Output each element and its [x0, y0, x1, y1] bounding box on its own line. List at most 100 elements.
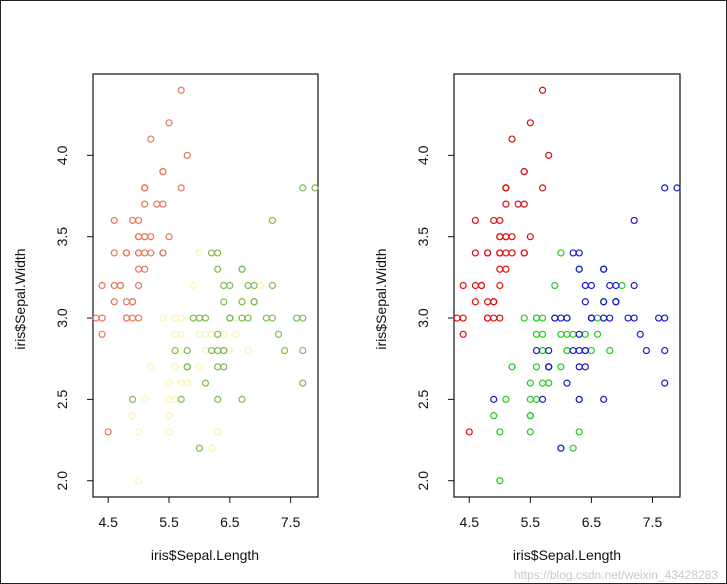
data-point	[630, 281, 638, 290]
data-point	[490, 314, 498, 322]
data-point	[496, 249, 504, 257]
data-point	[532, 346, 541, 355]
data-point	[238, 265, 246, 273]
data-point	[98, 314, 106, 322]
y-tick-label: 2.5	[415, 389, 431, 409]
data-point	[195, 444, 204, 452]
data-point	[165, 395, 173, 403]
data-point	[630, 216, 638, 225]
data-point	[104, 428, 112, 436]
data-point	[661, 379, 669, 387]
data-point	[514, 200, 522, 208]
data-point	[122, 249, 131, 257]
data-point	[563, 346, 571, 355]
data-point	[532, 314, 541, 322]
data-point	[551, 314, 559, 322]
data-point	[520, 314, 528, 322]
data-point	[238, 314, 246, 322]
data-point	[195, 249, 204, 257]
data-point	[508, 135, 516, 143]
data-point	[508, 363, 516, 371]
data-point	[207, 444, 216, 452]
data-point	[299, 314, 307, 322]
data-point	[244, 346, 252, 355]
data-point	[141, 200, 149, 208]
y-tick-label: 2.0	[415, 471, 431, 491]
data-point	[538, 379, 547, 387]
x-tick-label: 6.5	[582, 514, 602, 530]
data-point	[496, 233, 504, 241]
data-point	[520, 168, 528, 176]
y-axis-label: iris$Sepal.Width	[12, 248, 28, 349]
data-point	[116, 281, 124, 290]
data-point	[471, 281, 479, 290]
data-point	[502, 395, 510, 403]
data-point	[214, 428, 222, 436]
data-point	[171, 330, 179, 338]
data-point	[508, 233, 516, 241]
data-point	[538, 86, 547, 94]
y-tick-label: 4.0	[415, 145, 431, 165]
data-point	[587, 314, 596, 322]
data-point	[496, 281, 504, 290]
x-axis-label: iris$Sepal.Length	[513, 547, 621, 563]
data-point	[159, 200, 167, 208]
data-point	[165, 428, 173, 436]
data-point	[642, 346, 651, 355]
data-point	[171, 395, 179, 403]
data-point	[244, 281, 252, 290]
data-point	[183, 363, 191, 371]
data-point	[526, 119, 534, 127]
data-point	[538, 330, 547, 338]
data-point	[496, 477, 504, 485]
data-point	[471, 216, 479, 225]
data-point	[238, 298, 246, 306]
x-tick-label: 4.5	[98, 514, 118, 530]
data-point	[171, 363, 179, 371]
data-point	[183, 346, 191, 355]
data-point	[177, 86, 185, 94]
data-point	[98, 330, 106, 338]
data-point	[165, 119, 173, 127]
data-point	[624, 314, 632, 322]
data-point	[201, 330, 210, 338]
data-point	[147, 135, 155, 143]
data-point	[569, 249, 577, 257]
data-point	[299, 346, 307, 355]
data-point	[171, 346, 179, 355]
y-tick-label: 3.0	[415, 308, 431, 328]
watermark-text: https://blog.csdn.net/weixin_43428283	[514, 568, 718, 582]
data-point	[226, 281, 234, 290]
x-tick-label: 4.5	[460, 514, 480, 530]
data-point	[502, 233, 510, 241]
data-point	[274, 330, 283, 338]
data-point	[502, 265, 510, 273]
data-point	[673, 184, 681, 192]
data-point	[520, 200, 528, 208]
data-point	[201, 346, 210, 355]
data-point	[135, 216, 143, 225]
data-point	[575, 363, 583, 371]
data-point	[502, 249, 510, 257]
data-point	[575, 346, 583, 355]
data-point	[250, 298, 258, 306]
data-point	[575, 330, 583, 338]
x-tick-label: 5.5	[521, 514, 541, 530]
data-point	[581, 281, 589, 290]
data-point	[214, 363, 222, 371]
data-point	[593, 314, 602, 322]
data-point	[575, 265, 583, 273]
data-point	[128, 298, 137, 306]
data-point	[606, 346, 614, 355]
y-tick-label: 2.5	[54, 389, 70, 409]
plot-frame	[453, 73, 681, 498]
data-point	[502, 184, 510, 192]
data-point	[606, 314, 614, 322]
scatter-panel-left: iris$Sepal.Length iris$Sepal.Width 4.5 5.…	[12, 73, 319, 563]
data-point	[195, 330, 204, 338]
data-point	[557, 314, 565, 322]
data-point	[141, 395, 149, 403]
data-point	[600, 265, 608, 273]
data-point	[268, 281, 276, 290]
